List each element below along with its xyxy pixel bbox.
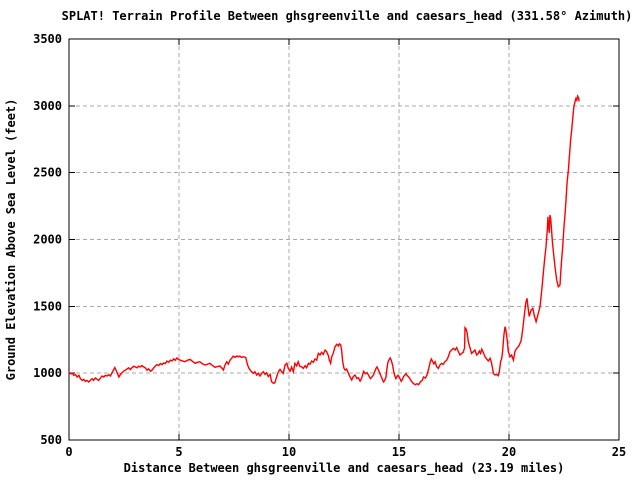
- y-axis-label: Ground Elevation Above Sea Level (feet): [4, 99, 18, 381]
- x-tick-label-20: 20: [502, 445, 516, 459]
- y-tick-label-2000: 2000: [33, 233, 62, 247]
- y-tick-label-3500: 3500: [33, 32, 62, 46]
- x-tick-label-0: 0: [65, 445, 72, 459]
- y-tick-labels: 500 1000 1500 2000 2500 3000 3500: [33, 32, 62, 447]
- chart-title: SPLAT! Terrain Profile Between ghsgreenv…: [62, 9, 633, 24]
- y-tick-label-1500: 1500: [33, 299, 62, 313]
- x-axis-label: Distance Between ghsgreenville and caesa…: [124, 461, 565, 476]
- axis-ticks: [68, 38, 620, 441]
- y-tick-label-3000: 3000: [33, 99, 62, 113]
- terrain-profile-line: [68, 94, 580, 386]
- x-tick-label-10: 10: [282, 445, 296, 459]
- x-tick-labels: 0 5 10 15 20 25: [65, 445, 626, 459]
- x-tick-label-15: 15: [392, 445, 406, 459]
- y-tick-label-2500: 2500: [33, 166, 62, 180]
- x-tick-label-5: 5: [175, 445, 182, 459]
- y-tick-label-500: 500: [40, 433, 62, 447]
- y-tick-label-1000: 1000: [33, 366, 62, 380]
- x-tick-label-25: 25: [612, 445, 626, 459]
